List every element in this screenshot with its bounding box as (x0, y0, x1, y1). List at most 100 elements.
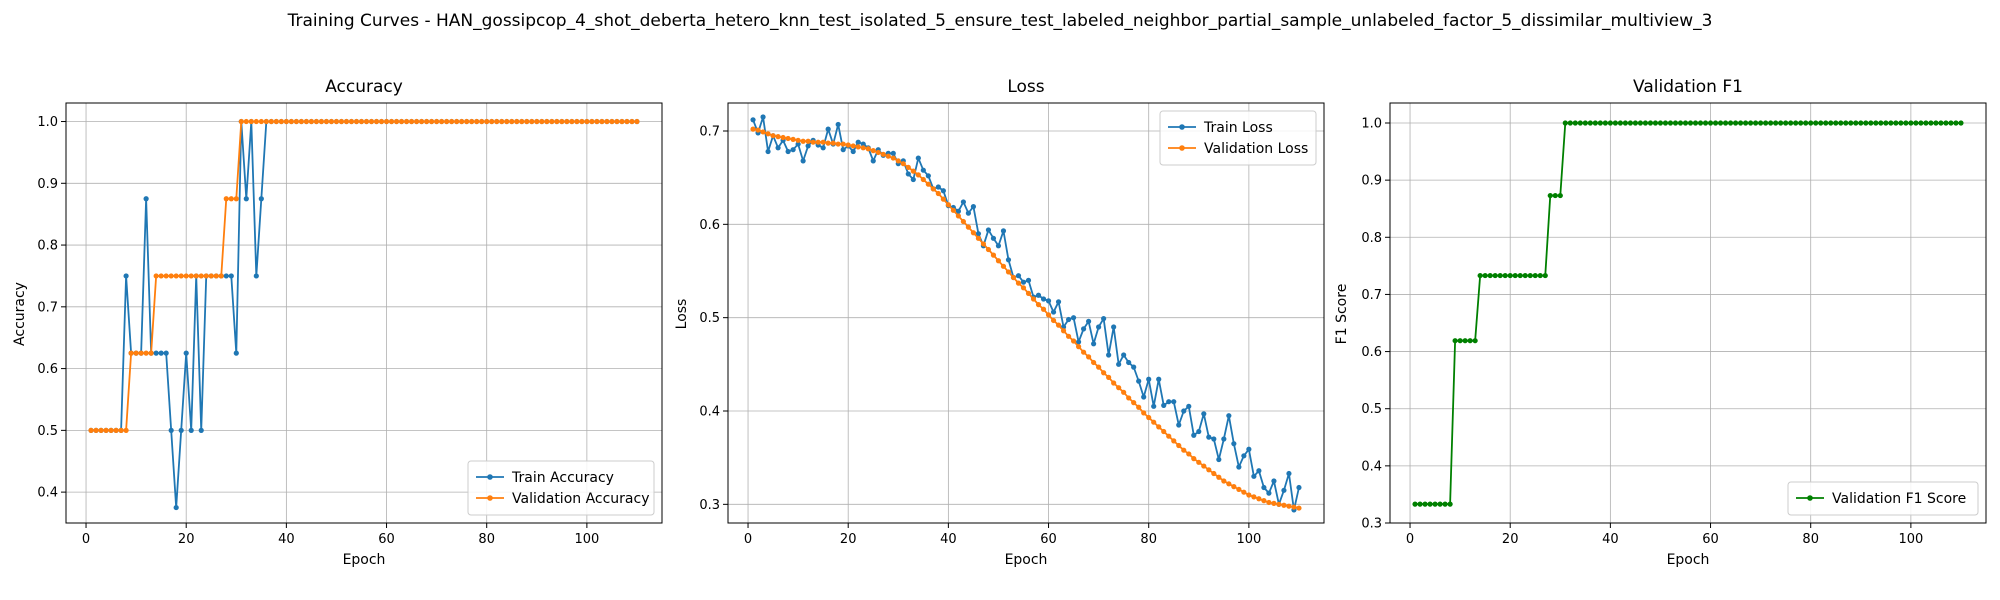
loss-series-train-loss-point (825, 126, 831, 132)
loss-series-train-loss-point (1141, 394, 1147, 400)
accuracy-series-validation-accuracy-point (228, 196, 234, 202)
loss-series-train-loss-point (1131, 364, 1137, 370)
accuracy-series-train-accuracy-point (153, 350, 159, 356)
loss-series-train-loss-point (940, 188, 946, 194)
accuracy-series-train-accuracy-point (173, 504, 179, 511)
loss-series-validation-loss-point (1196, 459, 1202, 465)
f1-series-validation-f1-score-point (1938, 120, 1944, 126)
loss-series-train-loss-point (1256, 468, 1262, 474)
f1-series-validation-f1-score-point (1933, 120, 1939, 126)
loss-series-train-loss-point (1191, 432, 1197, 438)
loss-series-validation-loss-point (810, 139, 816, 145)
f1-series-validation-f1-score-point (1763, 120, 1769, 126)
accuracy-series-validation-accuracy-point (353, 118, 360, 125)
accuracy-series-validation-accuracy-point (624, 118, 630, 125)
f1-series-validation-f1-score-point (1622, 120, 1628, 126)
accuracy-series-validation-accuracy-point (248, 118, 254, 125)
f1-series-validation-f1-score-point (1758, 120, 1764, 126)
accuracy-plot-area: 0 20 40 60 80 100 0.4 0.5 0.6 0.7 0.8 0.9 1.0 Train A… (37, 102, 663, 547)
loss-series-train-loss-point (1281, 487, 1287, 493)
loss-series-validation-loss-point (1226, 481, 1232, 487)
accuracy-series-validation-accuracy-point (318, 118, 325, 125)
accuracy-legend-train-accuracy-label: Train Accuracy (511, 470, 614, 486)
accuracy-ytick-label: 0.8 (37, 239, 58, 254)
loss-series-train-loss-point (910, 176, 916, 183)
f1-series-validation-f1-score-point (1953, 120, 1959, 126)
loss-series-validation-loss-point (895, 158, 901, 164)
loss-series-train-loss-point (850, 148, 856, 155)
accuracy-series-validation-accuracy-point (494, 118, 500, 125)
accuracy-series-validation-accuracy-point (514, 118, 520, 125)
accuracy-series-validation-accuracy-point (253, 118, 259, 125)
accuracy-series-validation-accuracy-point (278, 118, 284, 125)
loss-title: Loss (1007, 77, 1044, 97)
loss-series-validation-loss-point (960, 218, 966, 225)
accuracy-series-validation-accuracy-point (403, 118, 410, 125)
f1-series-validation-f1-score-point (1557, 192, 1563, 199)
accuracy-series-validation-accuracy-point (193, 273, 199, 279)
loss-series-validation-loss-point (1025, 290, 1032, 296)
f1-series-validation-f1-score-point (1682, 120, 1689, 126)
loss-series-validation-loss-point (1116, 385, 1122, 391)
accuracy-series-train-accuracy-point (223, 273, 229, 279)
accuracy-series-validation-accuracy-point (393, 118, 400, 125)
loss-series-validation-loss-point (1075, 344, 1082, 350)
accuracy-series-validation-accuracy-point (559, 118, 565, 125)
f1-series-validation-f1-score-point (1652, 120, 1659, 126)
f1-xtick-label: 100 (1898, 532, 1923, 547)
f1-series-validation-f1-score-point (1853, 120, 1859, 126)
loss-series-train-loss-line (752, 116, 1300, 511)
loss-series-train-loss-point (1005, 257, 1012, 263)
f1-series-validation-f1-score-point (1542, 272, 1548, 279)
accuracy-ytick-label: 1.0 (37, 115, 58, 130)
loss-series-train-loss-point (840, 147, 846, 153)
loss-series-train-loss-point (1086, 318, 1092, 324)
loss-xtick-label: 20 (840, 532, 857, 547)
f1-series-validation-f1-score-point (1788, 120, 1794, 126)
loss-series-validation-loss-point (1096, 364, 1102, 370)
f1-series-validation-f1-score-point (1768, 120, 1774, 126)
loss-legend: Train Loss Validation Loss (1159, 110, 1317, 166)
loss-series-validation-loss-point (1035, 302, 1042, 308)
f1-series-validation-f1-score-point (1662, 120, 1669, 126)
f1-series-validation-f1-score-point (1898, 120, 1904, 126)
accuracy-series-validation-accuracy-point (348, 118, 355, 125)
loss-series-validation-loss-point (1060, 328, 1067, 334)
loss-series-train-loss-point (1181, 408, 1187, 414)
loss-series-train-loss-point (835, 121, 841, 128)
loss-series-train-loss-point (800, 158, 806, 164)
accuracy-series-validation-accuracy-point (388, 118, 395, 125)
accuracy-series-validation-accuracy-point (529, 118, 535, 125)
loss-series-validation-loss-point (1020, 285, 1027, 291)
loss-series-validation-loss-point (870, 148, 876, 154)
f1-xtick-label: 0 (1406, 532, 1414, 547)
accuracy-xtick-label: 80 (478, 532, 495, 547)
accuracy-series-validation-accuracy-point (293, 118, 299, 125)
loss-series-train-loss-point (1146, 376, 1152, 382)
accuracy-series-train-accuracy-point (123, 273, 129, 279)
accuracy-series-validation-accuracy-point (178, 273, 184, 279)
loss-series-train-loss-point (1266, 490, 1272, 496)
f1-ylabel: F1 Score (1334, 284, 1350, 345)
accuracy-series-validation-accuracy-point (484, 118, 490, 125)
loss-series-validation-loss-point (855, 144, 861, 150)
accuracy-xtick-label: 100 (574, 532, 599, 547)
accuracy-series-validation-accuracy-point (383, 118, 390, 125)
f1-series-validation-f1-score-point (1677, 120, 1684, 126)
f1-series-validation-f1-score-point (1692, 120, 1699, 126)
f1-series-validation-f1-score-point (1702, 120, 1709, 126)
loss-series-validation-loss-point (965, 224, 972, 230)
f1-legend-box (1787, 481, 1979, 516)
accuracy-series-validation-accuracy-point (358, 118, 365, 125)
accuracy-series-validation-accuracy-point (273, 118, 279, 125)
loss-series-validation-loss-point (880, 151, 886, 157)
accuracy-legend: Train Accuracy Validation Accuracy (467, 460, 655, 516)
accuracy-series-validation-accuracy-point (489, 118, 495, 125)
accuracy-series-train-accuracy-point (158, 350, 164, 356)
loss-series-train-loss-point (795, 141, 801, 147)
f1-series-validation-f1-score-point (1923, 120, 1929, 126)
f1-series-validation-f1-score-point (1587, 120, 1593, 126)
loss-series-train-loss-point (1020, 279, 1027, 285)
loss-ytick-label: 0.5 (699, 311, 720, 326)
